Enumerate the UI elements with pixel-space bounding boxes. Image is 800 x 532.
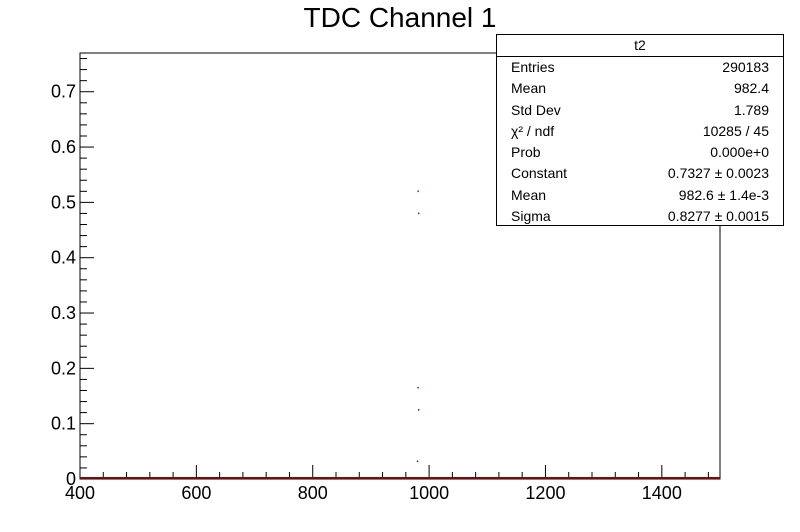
stats-value: 290183 xyxy=(722,59,769,75)
stats-value: 982.4 xyxy=(733,80,769,97)
y-tick-label: 0.1 xyxy=(51,414,76,434)
x-tick-label: 1000 xyxy=(409,483,449,503)
stats-value: 0.8277 ± 0.0015 xyxy=(667,208,769,225)
stats-row-prob: Prob 0.000e+0 xyxy=(497,142,783,163)
stats-box-name: t2 xyxy=(497,35,783,57)
y-tick-label: 0 xyxy=(66,469,76,489)
data-point xyxy=(417,386,419,389)
stats-row-chi2: χ² / ndf 10285 / 45 xyxy=(497,121,783,142)
data-point xyxy=(416,460,419,463)
data-point xyxy=(417,190,419,193)
x-tick-label: 600 xyxy=(181,483,211,503)
stats-value: 0.7327 ± 0.0023 xyxy=(667,165,769,182)
data-point xyxy=(418,212,420,215)
stats-row-mean: Mean 982.4 xyxy=(497,78,783,99)
stats-row-stddev: Std Dev 1.789 xyxy=(497,100,783,121)
data-point xyxy=(418,409,420,411)
stats-label: Mean xyxy=(511,80,547,97)
stats-label: Entries xyxy=(511,59,555,75)
stats-value: 10285 / 45 xyxy=(702,122,769,139)
y-tick-label: 0.2 xyxy=(51,358,76,378)
stats-row-constant: Constant 0.7327 ± 0.0023 xyxy=(497,163,783,184)
x-tick-label: 800 xyxy=(298,483,328,503)
stats-label: Mean xyxy=(511,186,547,203)
y-tick-label: 0.6 xyxy=(51,137,76,157)
stats-row-entries: Entries 290183 xyxy=(497,57,783,78)
x-tick-label: 400 xyxy=(65,483,95,503)
y-tick-label: 0.7 xyxy=(51,82,76,102)
stats-label: Prob xyxy=(511,144,541,161)
data-points xyxy=(416,190,420,463)
stats-label: Sigma xyxy=(511,208,551,225)
stats-label: Constant xyxy=(511,165,568,182)
stats-value: 1.789 xyxy=(733,101,769,118)
y-tick-label: 0.5 xyxy=(51,192,76,212)
axis-tick-labels: 400 600 800 1000 1200 1400 0 0.1 0.2 0.3 0.4 0.5 0.6… xyxy=(51,82,682,503)
x-tick-label: 1400 xyxy=(642,483,682,503)
stats-row-fit-mean: Mean 982.6 ± 1.4e-3 xyxy=(497,185,783,206)
x-tick-label: 1200 xyxy=(525,483,565,503)
chart-title: TDC Channel 1 xyxy=(303,2,497,33)
stats-row-sigma: Sigma 0.8277 ± 0.0015 xyxy=(497,206,783,227)
stats-box: t2 Entries 290183 Mean 982.4 Std Dev 1.7… xyxy=(496,34,784,226)
y-tick-label: 0.4 xyxy=(51,248,76,268)
stats-value: 0.000e+0 xyxy=(710,144,769,161)
y-tick-label: 0.3 xyxy=(51,303,76,323)
stats-label: Std Dev xyxy=(511,101,561,118)
stats-value: 982.6 ± 1.4e-3 xyxy=(678,186,769,203)
stats-label: χ² / ndf xyxy=(511,122,555,139)
